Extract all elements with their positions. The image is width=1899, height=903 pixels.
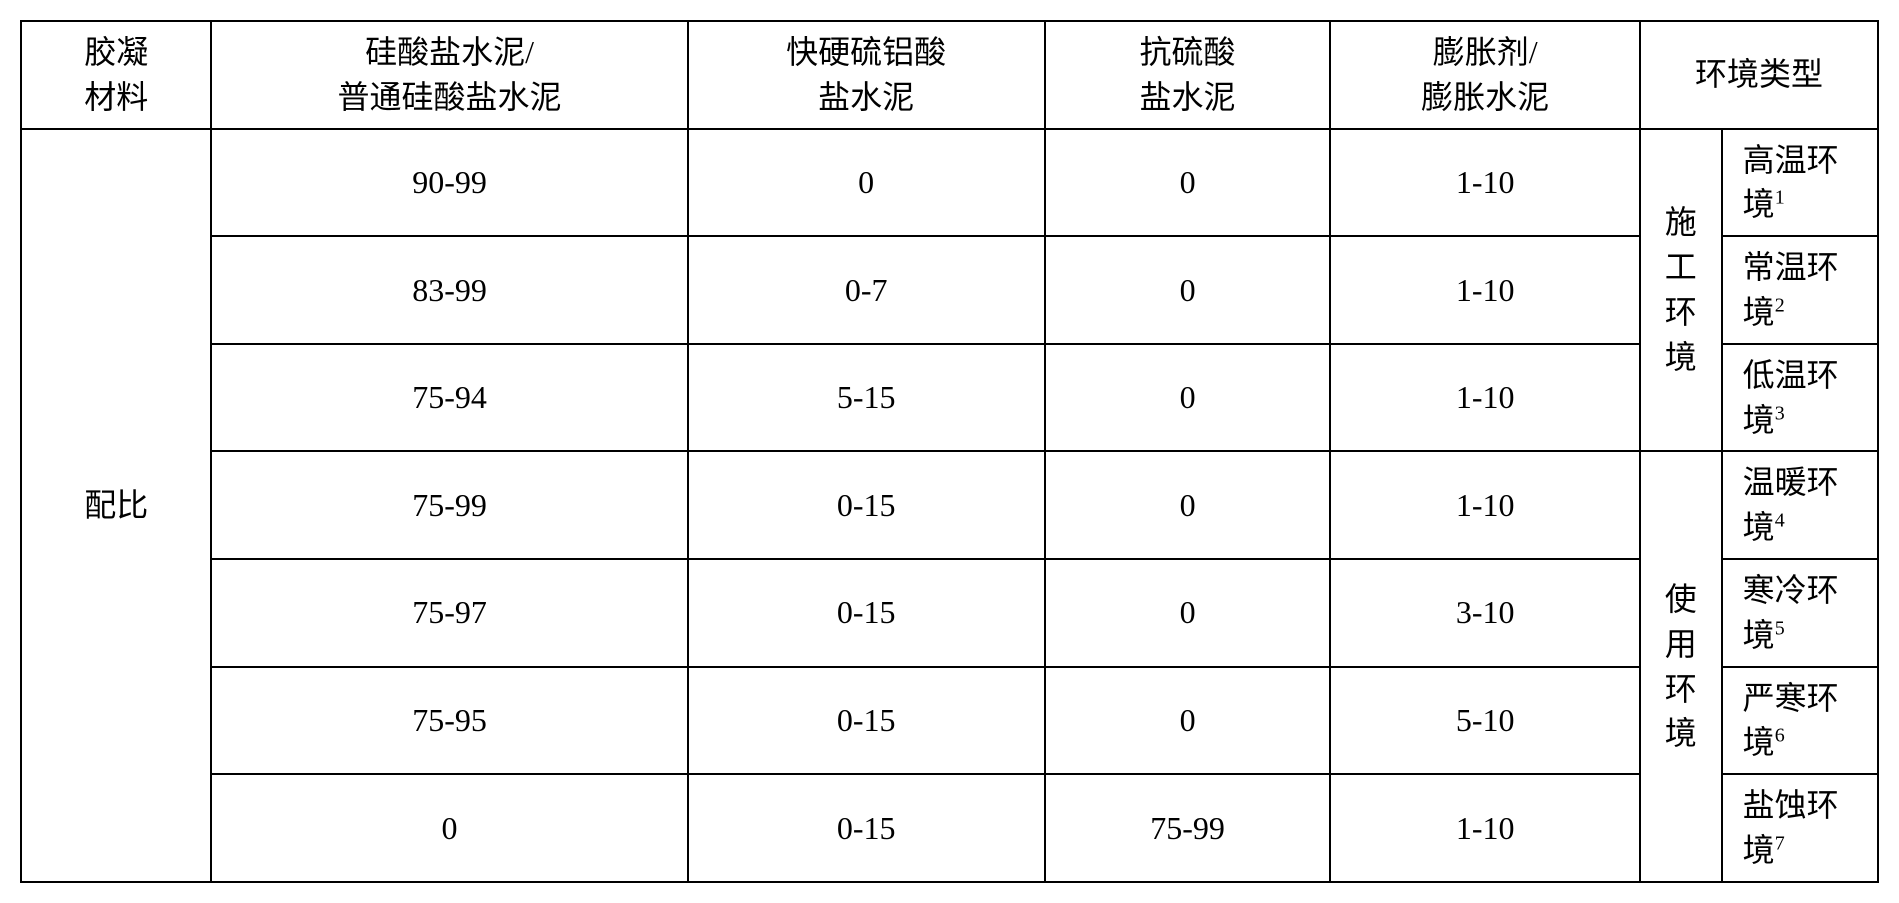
- cell: 5-15: [688, 344, 1045, 452]
- table-row: 75-95 0-15 0 5-10 严寒环境6: [21, 667, 1878, 775]
- cell: 0-7: [688, 236, 1045, 344]
- cell: 75-99: [211, 451, 687, 559]
- header-row: 胶凝材料 硅酸盐水泥/普通硅酸盐水泥 快硬硫铝酸盐水泥 抗硫酸盐水泥 膨胀剂/膨…: [21, 21, 1878, 129]
- header-sulfate-resist: 抗硫酸盐水泥: [1045, 21, 1331, 129]
- env-text: 高温环境: [1743, 142, 1839, 223]
- table-row: 配比 90-99 0 0 1-10 施工环境 高温环境1: [21, 129, 1878, 237]
- env-text: 严寒环境: [1743, 680, 1839, 761]
- cell: 3-10: [1330, 559, 1640, 667]
- table-row: 83-99 0-7 0 1-10 常温环境2: [21, 236, 1878, 344]
- env-text: 常温环境: [1743, 249, 1839, 330]
- cell: 75-97: [211, 559, 687, 667]
- env-sup: 7: [1775, 832, 1785, 854]
- header-material: 胶凝材料: [21, 21, 211, 129]
- table-row: 75-94 5-15 0 1-10 低温环境3: [21, 344, 1878, 452]
- env-text: 低温环境: [1743, 357, 1839, 438]
- env-sup: 3: [1775, 402, 1785, 424]
- table-row: 75-99 0-15 0 1-10 使用环境 温暖环境4: [21, 451, 1878, 559]
- header-env-type: 环境类型: [1640, 21, 1878, 129]
- cell: 75-95: [211, 667, 687, 775]
- env-sup: 5: [1775, 617, 1785, 639]
- table-row: 0 0-15 75-99 1-10 盐蚀环境7: [21, 774, 1878, 882]
- cell: 0-15: [688, 451, 1045, 559]
- cell: 0: [1045, 129, 1331, 237]
- cell: 0: [1045, 451, 1331, 559]
- env-cell: 常温环境2: [1722, 236, 1878, 344]
- cell: 1-10: [1330, 129, 1640, 237]
- cell: 0: [211, 774, 687, 882]
- env-cell: 盐蚀环境7: [1722, 774, 1878, 882]
- env-cell: 温暖环境4: [1722, 451, 1878, 559]
- env-cell: 严寒环境6: [1722, 667, 1878, 775]
- header-expansive: 膨胀剂/膨胀水泥: [1330, 21, 1640, 129]
- table-row: 75-97 0-15 0 3-10 寒冷环境5: [21, 559, 1878, 667]
- cell: 0: [1045, 344, 1331, 452]
- cell: 1-10: [1330, 236, 1640, 344]
- cell: 0: [688, 129, 1045, 237]
- cell: 0: [1045, 667, 1331, 775]
- env-cell: 低温环境3: [1722, 344, 1878, 452]
- env-sup: 2: [1775, 294, 1785, 316]
- cell: 0: [1045, 236, 1331, 344]
- env-text: 寒冷环境: [1743, 572, 1839, 653]
- cell: 90-99: [211, 129, 687, 237]
- cement-ratio-table: 胶凝材料 硅酸盐水泥/普通硅酸盐水泥 快硬硫铝酸盐水泥 抗硫酸盐水泥 膨胀剂/膨…: [20, 20, 1879, 883]
- cell: 5-10: [1330, 667, 1640, 775]
- cell: 75-94: [211, 344, 687, 452]
- cell: 0-15: [688, 559, 1045, 667]
- cell: 0: [1045, 559, 1331, 667]
- env-cell: 寒冷环境5: [1722, 559, 1878, 667]
- env-group-usage: 使用环境: [1640, 451, 1722, 881]
- header-portland: 硅酸盐水泥/普通硅酸盐水泥: [211, 21, 687, 129]
- env-cell: 高温环境1: [1722, 129, 1878, 237]
- env-sup: 1: [1775, 187, 1785, 209]
- cell: 0-15: [688, 667, 1045, 775]
- cell: 1-10: [1330, 344, 1640, 452]
- cell: 1-10: [1330, 451, 1640, 559]
- env-group-construction: 施工环境: [1640, 129, 1722, 452]
- env-sup: 6: [1775, 725, 1785, 747]
- env-text: 温暖环境: [1743, 464, 1839, 545]
- cell: 0-15: [688, 774, 1045, 882]
- row-label-ratio: 配比: [21, 129, 211, 882]
- header-sulfoaluminate: 快硬硫铝酸盐水泥: [688, 21, 1045, 129]
- env-sup: 4: [1775, 510, 1785, 532]
- cell: 83-99: [211, 236, 687, 344]
- cell: 1-10: [1330, 774, 1640, 882]
- cell: 75-99: [1045, 774, 1331, 882]
- env-text: 盐蚀环境: [1743, 787, 1839, 868]
